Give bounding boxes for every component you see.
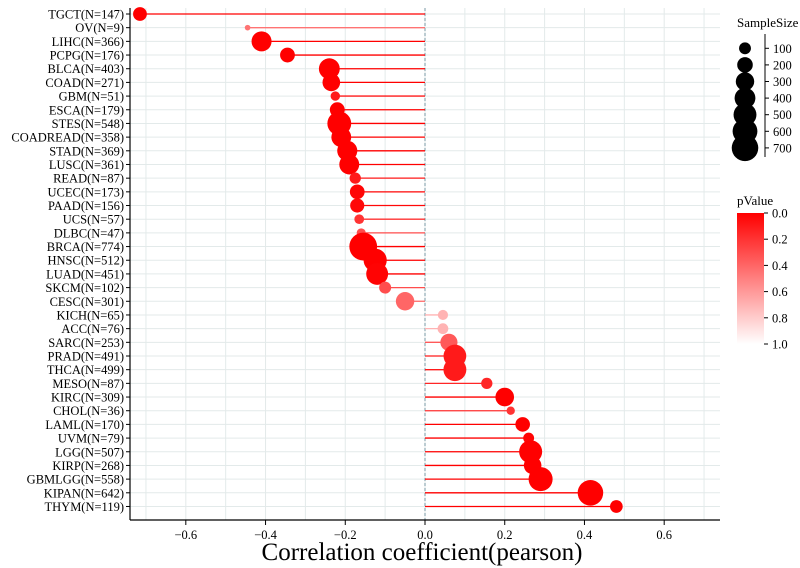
lollipop-point (443, 358, 467, 382)
y-tick-label: HNSC(N=512) (48, 254, 125, 268)
size-legend-dot (731, 134, 759, 162)
y-tick-label: TGCT(N=147) (48, 8, 124, 22)
lollipop-point (354, 214, 365, 225)
lollipop-dots (133, 7, 623, 513)
pvalue-legend-label: 0.6 (772, 285, 788, 299)
pvalue-legend-label: 0.4 (772, 259, 788, 273)
y-tick-label: CESC(N=301) (50, 295, 124, 309)
lollipop-point (366, 262, 389, 285)
lollipop-point (610, 500, 623, 513)
y-tick-label: THCA(N=499) (47, 363, 124, 377)
y-tick-label: OV(N=9) (75, 21, 124, 35)
y-tick-label: STAD(N=369) (49, 144, 124, 158)
y-tick-label: ESCA(N=179) (49, 103, 124, 117)
y-tick-label: UVM(N=79) (58, 432, 124, 446)
lollipop-point (495, 387, 515, 407)
size-legend-label: 500 (773, 108, 792, 122)
y-tick-label: MESO(N=87) (52, 377, 124, 391)
y-tick-label: LUAD(N=451) (46, 267, 124, 281)
y-tick-label: BRCA(N=774) (47, 240, 124, 254)
size-legend-dot (734, 87, 756, 109)
lollipop-point (339, 154, 360, 175)
y-tick-label: PRAD(N=491) (48, 350, 125, 364)
size-legend-label: 100 (773, 42, 792, 56)
lollipop-point (244, 24, 251, 31)
lollipop-point (349, 172, 361, 184)
y-tick-labels: TGCT(N=147)OV(N=9)LIHC(N=366)PCPG(N=176)… (11, 8, 124, 514)
size-legend-label: 400 (773, 92, 792, 106)
y-tick-label: ACC(N=76) (61, 322, 124, 336)
size-legend-label: 700 (773, 141, 792, 155)
y-tick-label: BLCA(N=403) (48, 62, 125, 76)
y-tick-label: GBMLGG(N=558) (27, 473, 124, 487)
x-ticks: −0.6 −0.4 −0.2 0.0 0.2 0.4 0.6 (174, 520, 672, 542)
lollipop-point (349, 184, 365, 200)
lollipop-point (528, 467, 553, 492)
y-tick-label: THYM(N=119) (45, 500, 125, 514)
lollipop-point (506, 406, 515, 415)
pvalue-legend-label: 0.0 (772, 207, 788, 221)
pvalue-legend-label: 1.0 (772, 338, 788, 352)
x-tick-label: 0.6 (656, 528, 672, 542)
y-tick-label: LGG(N=507) (55, 445, 124, 459)
lollipop-point (379, 281, 392, 294)
lollipop-point (133, 7, 147, 21)
y-tick-label: KICH(N=65) (57, 308, 124, 322)
y-tick-label: UCEC(N=173) (48, 185, 125, 199)
lollipop-point (251, 31, 272, 52)
y-tick-label: LUSC(N=361) (49, 158, 124, 172)
y-tick-label: SARC(N=253) (48, 336, 124, 350)
size-legend-dot (739, 42, 751, 55)
y-tick-label: LAML(N=170) (45, 418, 124, 432)
y-tick-label: PAAD(N=156) (48, 199, 124, 213)
pvalue-legend-label: 0.8 (772, 311, 788, 325)
y-tick-label: DLBC(N=47) (54, 226, 124, 240)
y-tick-label: KIRP(N=268) (52, 459, 124, 473)
size-legend-label: 300 (773, 75, 792, 89)
axes (126, 8, 720, 521)
y-tick-label: KIRC(N=309) (51, 391, 124, 405)
lollipop-stems (139, 13, 617, 508)
size-legend-dot (735, 72, 755, 91)
y-tick-label: PCPG(N=176) (50, 49, 124, 63)
y-tick-label: STES(N=548) (52, 117, 124, 131)
lollipop-point (395, 292, 415, 311)
y-tick-label: COAD(N=271) (45, 76, 124, 90)
x-tick-label: 0.4 (577, 528, 593, 542)
x-tick-label: −0.4 (254, 528, 277, 542)
y-tick-label: LIHC(N=366) (52, 35, 124, 49)
lollipop-point (437, 309, 449, 321)
y-tick-label: KIPAN(N=642) (44, 486, 124, 500)
pvalue-legend: pValue 0.0 0.2 0.4 0.6 0.8 1.0 (737, 193, 788, 352)
pvalue-legend-title: pValue (737, 193, 773, 208)
y-tick-label: COADREAD(N=358) (11, 131, 124, 145)
lollipop-point (437, 323, 449, 335)
y-tick-label: SKCM(N=102) (45, 281, 124, 295)
x-tick-label: 0.2 (497, 528, 513, 542)
y-tick-label: CHOL(N=36) (53, 404, 124, 418)
y-tick-label: GBM(N=51) (59, 90, 124, 104)
size-legend-label: 600 (773, 125, 792, 139)
x-tick-label: 0.0 (417, 528, 433, 542)
size-legend-title: SampleSize (737, 15, 799, 30)
lollipop-point (350, 198, 365, 213)
lollipop-point (330, 91, 340, 101)
x-tick-label: −0.2 (334, 528, 357, 542)
y-tick-label: READ(N=87) (53, 172, 124, 186)
y-tick-label: UCS(N=57) (63, 213, 124, 227)
x-axis-label: Correlation coefficient(pearson) (262, 539, 583, 566)
x-tick-label: −0.6 (174, 528, 197, 542)
size-legend-dot (737, 57, 753, 73)
lollipop-point (322, 73, 341, 92)
size-legend-label: 200 (773, 58, 792, 72)
lollipop-point (318, 58, 340, 80)
lollipop-point (577, 480, 604, 506)
pvalue-legend-label: 0.2 (772, 233, 788, 247)
pvalue-colorbar (737, 213, 764, 344)
lollipop-point (481, 377, 493, 390)
size-legend: SampleSize 100 200 300 400 500 600 700 (731, 15, 799, 162)
lollipop-point (515, 417, 530, 432)
lollipop-point (280, 47, 295, 63)
